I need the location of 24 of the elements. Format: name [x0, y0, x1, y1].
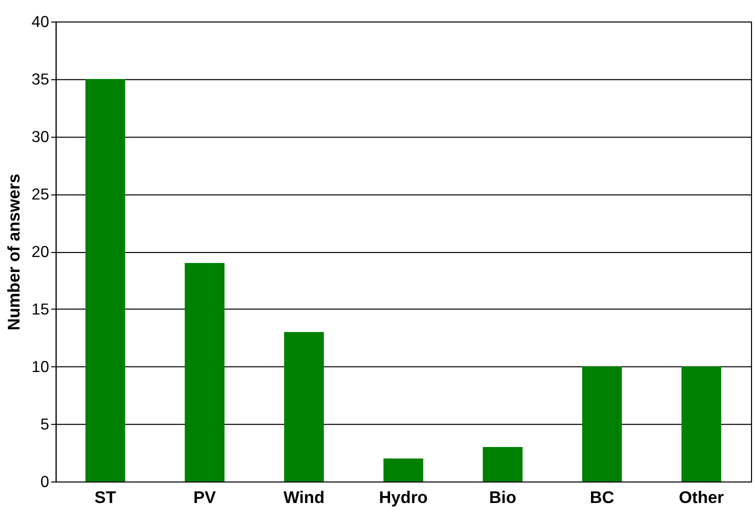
x-tick-label: BC — [590, 488, 614, 507]
y-tick-label: 30 — [32, 129, 50, 146]
y-tick-label: 5 — [40, 416, 50, 434]
bar — [284, 332, 324, 482]
y-axis-title: Number of answers — [4, 174, 24, 330]
x-tick-label: Bio — [489, 488, 516, 507]
bar — [582, 366, 622, 482]
bar — [184, 263, 225, 482]
y-tick-label: 20 — [32, 244, 50, 261]
y-tick-label: 10 — [32, 358, 50, 376]
y-tick-label: 25 — [32, 186, 50, 204]
x-tick-label: PV — [193, 488, 217, 507]
x-tick-label: Other — [678, 488, 724, 507]
bar — [681, 366, 722, 482]
y-tick-label: 35 — [32, 72, 50, 89]
x-tick-label: Hydro — [378, 488, 428, 507]
x-tick-label: Wind — [283, 488, 325, 507]
y-tick-label: 15 — [32, 301, 50, 318]
bar — [383, 458, 424, 482]
x-tick-label: ST — [94, 488, 117, 507]
y-tick-label: 0 — [40, 474, 50, 491]
bar — [482, 447, 523, 482]
y-tick-label: 40 — [32, 14, 50, 32]
bar — [85, 79, 126, 482]
